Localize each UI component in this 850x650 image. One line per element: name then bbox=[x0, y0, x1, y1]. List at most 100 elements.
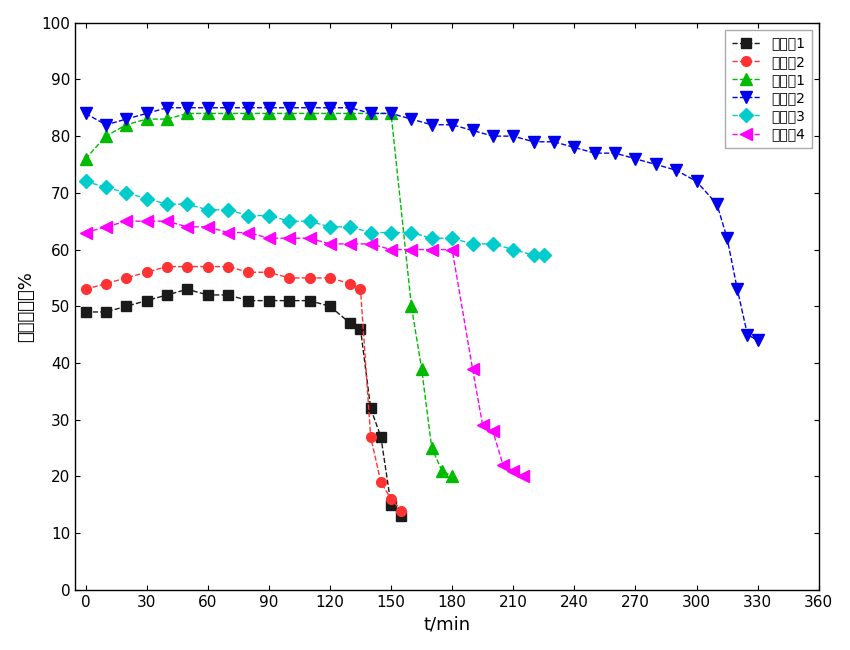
实施例3 bbox=[447, 234, 457, 242]
实施例1 bbox=[366, 110, 376, 118]
实施例3 bbox=[366, 229, 376, 237]
对比例1 bbox=[142, 296, 152, 304]
实施例3 bbox=[223, 206, 233, 214]
实施例3 bbox=[81, 177, 91, 185]
对比例2 bbox=[223, 263, 233, 270]
实施例3 bbox=[427, 234, 437, 242]
实施例4 bbox=[101, 223, 111, 231]
实施例1 bbox=[284, 110, 294, 118]
对比例1 bbox=[101, 308, 111, 316]
实施例2 bbox=[101, 121, 111, 129]
实施例3 bbox=[162, 200, 172, 208]
对比例2 bbox=[325, 274, 335, 282]
实施例3 bbox=[468, 240, 478, 248]
实施例2 bbox=[691, 177, 701, 185]
对比例1 bbox=[376, 433, 386, 441]
对比例1 bbox=[284, 296, 294, 304]
实施例2 bbox=[284, 104, 294, 112]
实施例3 bbox=[264, 212, 274, 220]
实施例2 bbox=[488, 132, 498, 140]
实施例1 bbox=[101, 132, 111, 140]
实施例2 bbox=[243, 104, 253, 112]
实施例4 bbox=[284, 234, 294, 242]
实施例3 bbox=[243, 212, 253, 220]
实施例4 bbox=[447, 246, 457, 254]
实施例4 bbox=[508, 467, 518, 474]
实施例2 bbox=[570, 144, 580, 151]
实施例4 bbox=[142, 217, 152, 225]
实施例2 bbox=[406, 115, 416, 123]
对比例1 bbox=[81, 308, 91, 316]
实施例3 bbox=[529, 252, 539, 259]
实施例4 bbox=[386, 246, 396, 254]
实施例2 bbox=[672, 166, 682, 174]
实施例2 bbox=[732, 285, 742, 293]
实施例2 bbox=[447, 121, 457, 129]
对比例1 bbox=[223, 291, 233, 299]
Line: 对比例2: 对比例2 bbox=[81, 262, 406, 515]
实施例4 bbox=[478, 421, 488, 429]
实施例1 bbox=[142, 115, 152, 123]
对比例1 bbox=[386, 501, 396, 509]
对比例2 bbox=[101, 280, 111, 287]
实施例3 bbox=[304, 217, 314, 225]
实施例2 bbox=[162, 104, 172, 112]
对比例1 bbox=[162, 291, 172, 299]
实施例1 bbox=[447, 473, 457, 480]
对比例2 bbox=[81, 285, 91, 293]
实施例2 bbox=[529, 138, 539, 146]
Y-axis label: 甲烷转化率%: 甲烷转化率% bbox=[17, 271, 35, 342]
实施例4 bbox=[488, 427, 498, 435]
对比例1 bbox=[122, 302, 132, 310]
实施例2 bbox=[508, 132, 518, 140]
实施例2 bbox=[366, 110, 376, 118]
实施例2 bbox=[711, 200, 722, 208]
实施例1 bbox=[406, 302, 416, 310]
Legend: 对比例1, 对比例2, 实施例1, 实施例2, 实施例3, 实施例4: 对比例1, 对比例2, 实施例1, 实施例2, 实施例3, 实施例4 bbox=[725, 30, 812, 148]
实施例2 bbox=[722, 234, 732, 242]
实施例1 bbox=[81, 155, 91, 162]
实施例4 bbox=[427, 246, 437, 254]
对比例1 bbox=[182, 285, 192, 293]
实施例2 bbox=[223, 104, 233, 112]
X-axis label: t/min: t/min bbox=[423, 616, 471, 633]
实施例2 bbox=[742, 331, 752, 339]
实施例2 bbox=[122, 115, 132, 123]
对比例1 bbox=[355, 325, 366, 333]
实施例3 bbox=[386, 229, 396, 237]
实施例4 bbox=[498, 462, 508, 469]
实施例3 bbox=[182, 200, 192, 208]
Line: 实施例4: 实施例4 bbox=[80, 216, 529, 482]
实施例1 bbox=[416, 365, 427, 372]
对比例1 bbox=[325, 302, 335, 310]
实施例2 bbox=[610, 150, 620, 157]
对比例2 bbox=[284, 274, 294, 282]
对比例2 bbox=[345, 280, 355, 287]
实施例4 bbox=[243, 229, 253, 237]
对比例2 bbox=[142, 268, 152, 276]
实施例2 bbox=[468, 127, 478, 135]
实施例1 bbox=[427, 444, 437, 452]
实施例2 bbox=[427, 121, 437, 129]
实施例4 bbox=[182, 223, 192, 231]
实施例1 bbox=[243, 110, 253, 118]
实施例4 bbox=[468, 365, 478, 372]
实施例1 bbox=[437, 467, 447, 474]
实施例3 bbox=[508, 246, 518, 254]
对比例2 bbox=[396, 506, 406, 514]
实施例3 bbox=[345, 223, 355, 231]
对比例1 bbox=[304, 296, 314, 304]
实施例4 bbox=[366, 240, 376, 248]
对比例1 bbox=[243, 296, 253, 304]
实施例4 bbox=[304, 234, 314, 242]
实施例2 bbox=[345, 104, 355, 112]
Line: 对比例1: 对比例1 bbox=[81, 285, 406, 521]
实施例4 bbox=[202, 223, 212, 231]
实施例4 bbox=[264, 234, 274, 242]
实施例2 bbox=[631, 155, 641, 162]
对比例2 bbox=[304, 274, 314, 282]
实施例3 bbox=[325, 223, 335, 231]
实施例2 bbox=[386, 110, 396, 118]
实施例2 bbox=[549, 138, 559, 146]
对比例1 bbox=[366, 404, 376, 412]
